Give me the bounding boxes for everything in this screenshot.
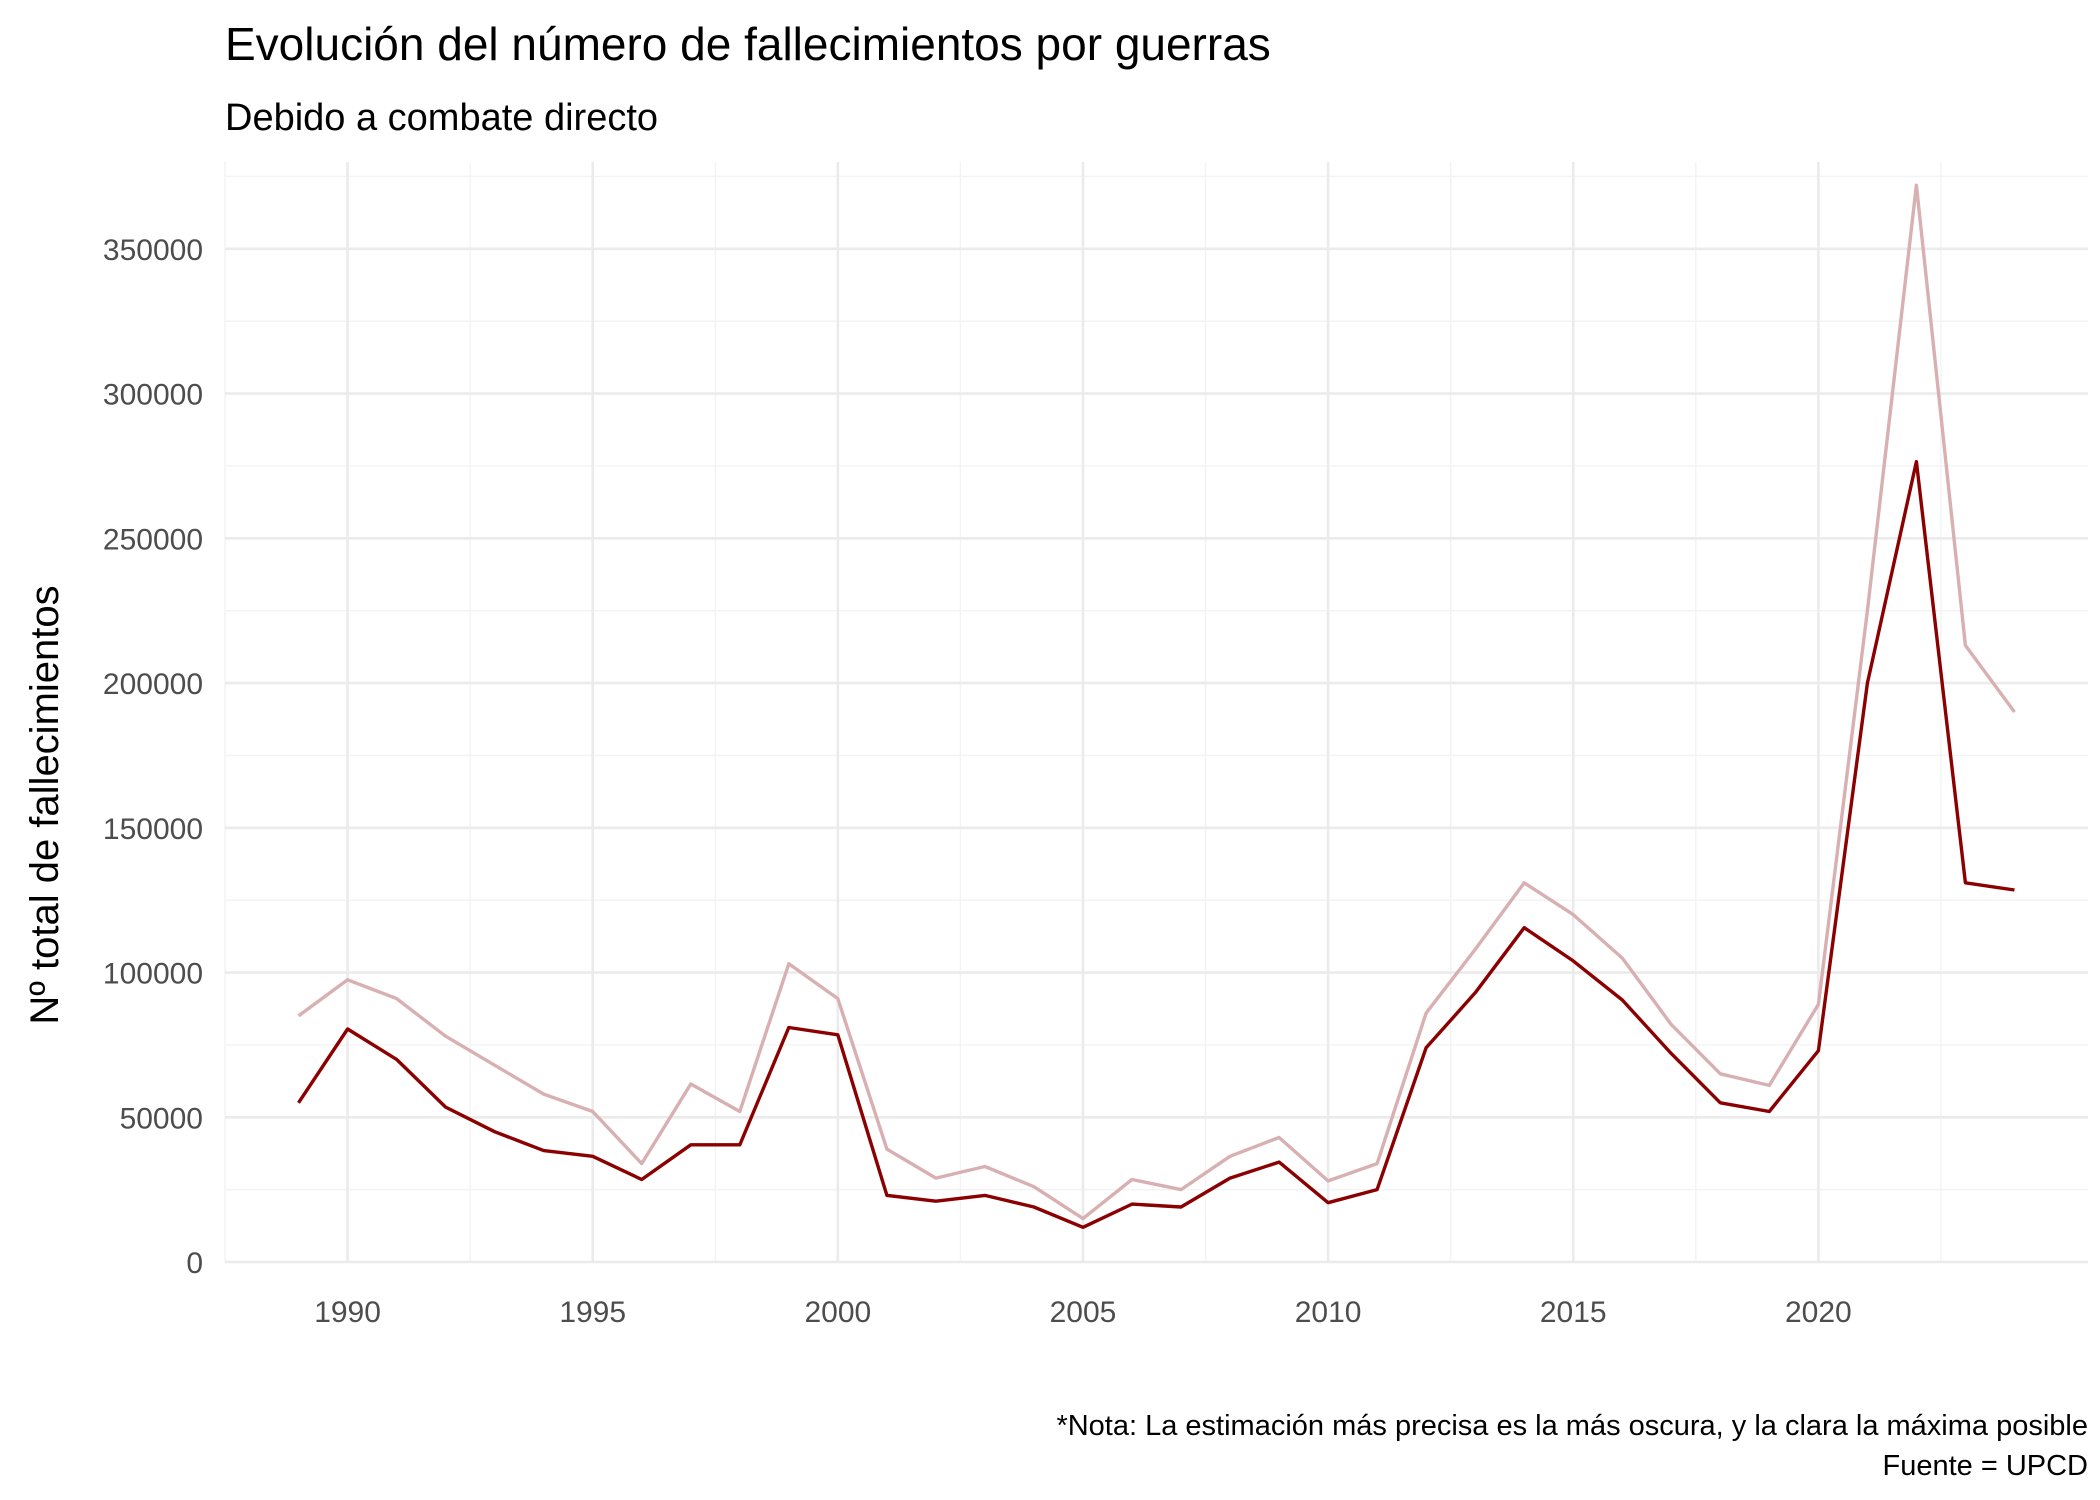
x-tick-label: 1995 bbox=[559, 1296, 626, 1329]
y-tick-label: 300000 bbox=[103, 379, 203, 412]
gridlines bbox=[224, 162, 2088, 1264]
y-tick-label: 0 bbox=[186, 1247, 203, 1280]
chart-title: Evolución del número de fallecimientos p… bbox=[225, 18, 1271, 70]
y-tick-label: 50000 bbox=[120, 1102, 203, 1135]
x-axis-ticks: 1990 1995 2000 2005 2010 2015 2020 bbox=[314, 1296, 1852, 1329]
y-tick-label: 150000 bbox=[103, 813, 203, 846]
footnote: *Nota: La estimación más precisa es la m… bbox=[1056, 1410, 2088, 1442]
y-axis-ticks: 0 50000 100000 150000 200000 250000 300000 3500… bbox=[103, 234, 203, 1280]
series-line-1 bbox=[297, 459, 2015, 1230]
y-axis-label: Nº total de fallecimientos bbox=[23, 585, 67, 1024]
x-tick-label: 2010 bbox=[1295, 1296, 1362, 1329]
series-line-0 bbox=[297, 183, 2016, 1221]
chart-subtitle: Debido a combate directo bbox=[225, 97, 658, 139]
source-caption: Fuente = UPCD bbox=[1882, 1450, 2088, 1482]
x-tick-label: 2000 bbox=[804, 1296, 871, 1329]
y-tick-label: 350000 bbox=[103, 234, 203, 267]
x-tick-label: 2015 bbox=[1540, 1296, 1607, 1329]
y-tick-label: 100000 bbox=[103, 958, 203, 991]
x-tick-label: 2005 bbox=[1050, 1296, 1117, 1329]
y-tick-label: 200000 bbox=[103, 668, 203, 701]
series-lines bbox=[297, 183, 2016, 1230]
y-tick-label: 250000 bbox=[103, 523, 203, 556]
x-tick-label: 2020 bbox=[1785, 1296, 1852, 1329]
x-tick-label: 1990 bbox=[314, 1296, 381, 1329]
